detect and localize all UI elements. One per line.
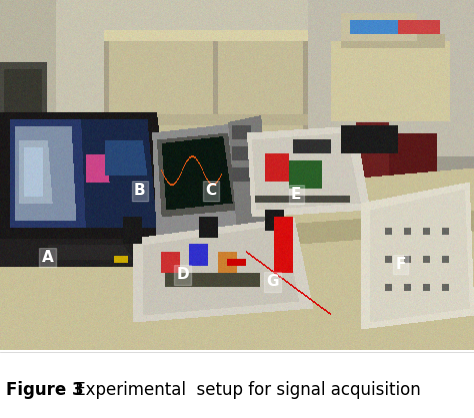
Text: F: F (395, 257, 406, 272)
Text: D: D (176, 268, 189, 283)
Text: A: A (42, 250, 53, 265)
Text: B: B (134, 184, 146, 199)
Text: G: G (266, 275, 279, 290)
Text: Figure 3: Figure 3 (6, 380, 83, 398)
Text: Experimental  setup for signal acquisition: Experimental setup for signal acquisitio… (70, 380, 420, 398)
Text: E: E (291, 187, 301, 202)
Text: C: C (205, 184, 217, 199)
